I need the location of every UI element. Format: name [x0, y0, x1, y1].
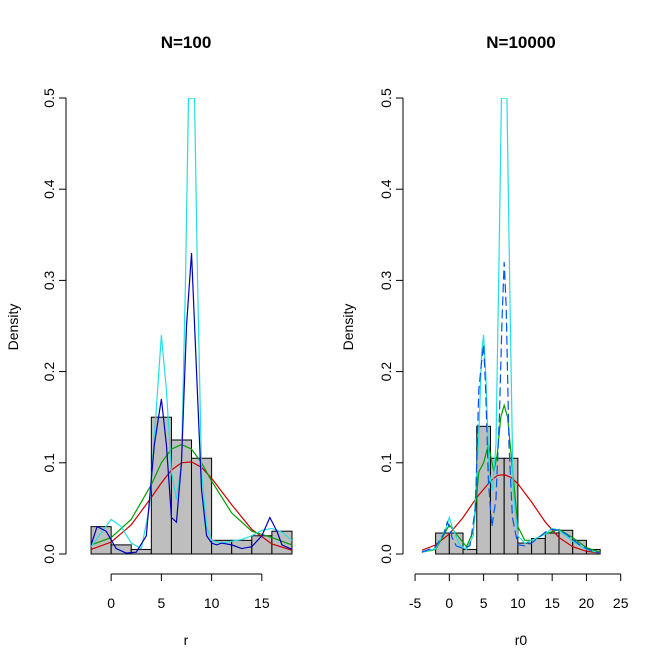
y-tick-label: 0.2 — [378, 362, 394, 382]
density-curve — [421, 474, 601, 554]
x-tick-label: 0 — [445, 595, 453, 611]
histogram-bar — [130, 548, 152, 555]
x-axis-label: r — [184, 632, 189, 648]
y-tick-label: 0.1 — [378, 453, 394, 473]
x-tick-label: 20 — [579, 595, 595, 611]
y-tick-label: 0.3 — [41, 270, 57, 290]
density-curves — [421, 98, 601, 554]
y-tick-label: 0.0 — [378, 544, 394, 564]
histogram-bar — [251, 535, 273, 555]
histogram-bar — [271, 530, 293, 555]
x-tick-label: 0 — [107, 595, 115, 611]
y-tick-label: 0.2 — [41, 362, 57, 382]
y-tick-label: 0.4 — [378, 179, 394, 199]
y-tick-label: 0.5 — [41, 88, 57, 108]
x-tick-label: 15 — [544, 595, 560, 611]
y-axis: 0.0 0.1 0.2 0.3 0.4 0.5 — [41, 88, 67, 564]
y-tick-label: 0.1 — [41, 453, 57, 473]
x-tick-label: -5 — [409, 595, 422, 611]
x-tick-label: 5 — [157, 595, 165, 611]
panel-right: N=10000 r0 Density -5 0 5 10 15 20 25 0.00.10.… — [340, 33, 629, 648]
chart-title: N=100 — [161, 33, 212, 52]
y-axis-label: Density — [340, 304, 356, 351]
density-curve — [90, 252, 293, 554]
y-tick-label: 0.3 — [378, 270, 394, 290]
x-axis: -5 0 5 10 15 20 25 — [409, 573, 629, 611]
histogram-bar — [462, 548, 478, 555]
density-curve — [90, 443, 293, 546]
y-tick-label: 0.5 — [378, 88, 394, 108]
x-tick-label: 15 — [254, 595, 270, 611]
histogram-bar — [544, 532, 560, 555]
x-axis: 0 5 10 15 — [107, 573, 270, 611]
x-tick-label: 10 — [510, 595, 526, 611]
density-curve — [90, 461, 293, 551]
x-tick-label: 25 — [613, 595, 629, 611]
y-tick-label: 0.0 — [41, 544, 57, 564]
chart-title: N=10000 — [486, 33, 555, 52]
density-curve — [421, 98, 601, 554]
density-curves — [90, 98, 293, 554]
density-curve — [421, 262, 601, 554]
y-axis: 0.0 0.1 0.2 0.3 0.4 0.5 — [378, 88, 404, 564]
histogram-bar — [90, 526, 112, 555]
x-tick-label: 5 — [480, 595, 488, 611]
x-tick-label: 10 — [204, 595, 220, 611]
y-axis-label: Density — [5, 304, 21, 351]
histogram-bars — [90, 416, 293, 555]
x-axis-label: r0 — [515, 632, 528, 648]
y-tick-label: 0.4 — [41, 179, 57, 199]
panel-left: N=100 r Density 0 5 10 15 0.00.10.20.30.40.… — [5, 33, 293, 648]
density-curve — [90, 98, 293, 550]
